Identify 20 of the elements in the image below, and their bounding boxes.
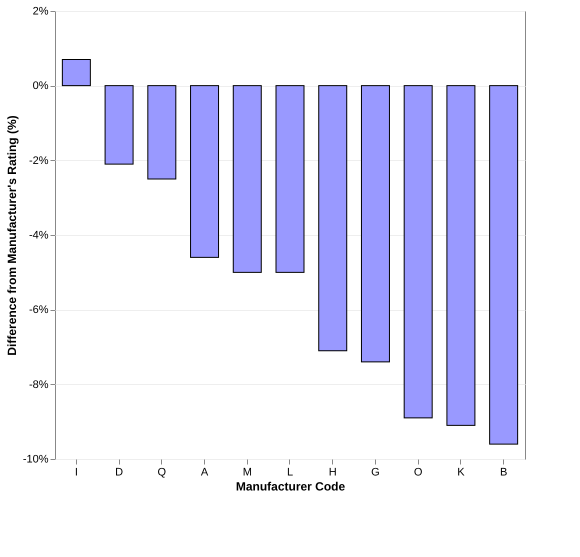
- y-tick-label: -2%: [28, 154, 49, 167]
- x-tick-label: D: [115, 466, 124, 478]
- x-tick-label: M: [242, 466, 252, 478]
- x-tick-label: L: [286, 466, 294, 478]
- x-tick-label: I: [74, 466, 78, 478]
- y-axis-title: Difference from Manufacturer's Rating (%): [4, 115, 19, 356]
- x-tick-label: G: [371, 466, 380, 478]
- y-tick-label: -10%: [22, 454, 49, 466]
- x-tick-label: O: [414, 466, 423, 478]
- y-tick-label: -6%: [28, 304, 49, 316]
- y-tick-label: 2%: [32, 6, 49, 18]
- y-tick-label: 0%: [32, 80, 49, 92]
- x-tick-label: K: [457, 466, 466, 478]
- x-tick-label: A: [200, 466, 209, 478]
- x-tick-label: B: [500, 466, 508, 478]
- y-tick-label: -4%: [28, 230, 49, 242]
- x-axis-title: Manufacturer Code: [236, 480, 346, 494]
- x-tick-label: Q: [158, 466, 167, 478]
- y-tick-label: -8%: [28, 378, 49, 391]
- x-tick-label: H: [328, 466, 337, 478]
